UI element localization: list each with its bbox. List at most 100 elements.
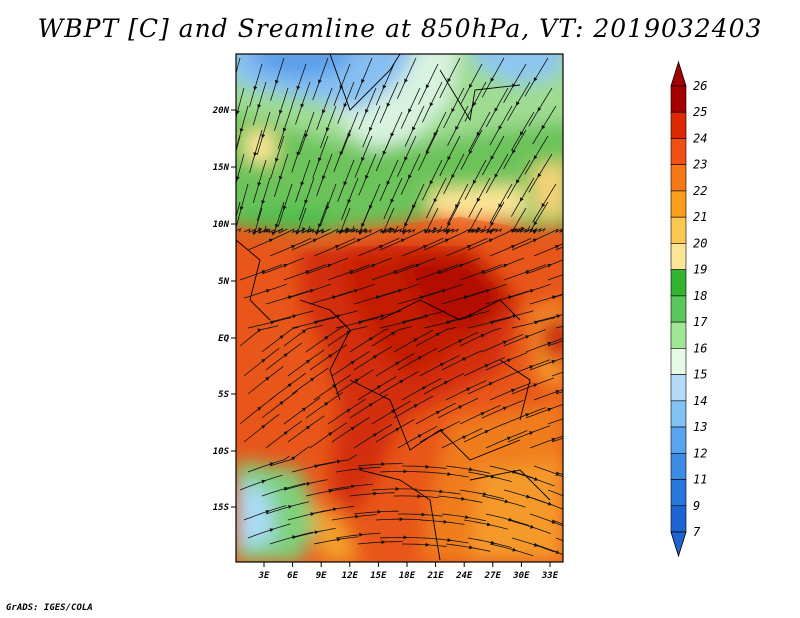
colorbar-swatch [670,400,687,428]
streamline [269,445,310,467]
streamline-arrow [365,175,369,180]
streamline-arrow [373,491,378,496]
streamline [265,342,302,371]
streamline [422,159,443,201]
streamline [270,57,285,101]
streamline-arrow [274,157,279,163]
streamline [333,63,351,106]
colorbar-label: 25 [693,105,707,119]
streamline-arrow [447,538,452,542]
streamline [460,129,483,170]
streamline-arrow [455,204,459,209]
streamline [287,349,325,377]
streamline [528,201,549,233]
streamline [511,377,555,395]
streamline [397,290,442,305]
colorbar-swatch [670,111,687,139]
streamline-arrow [472,179,477,185]
streamline-arrow [569,497,573,501]
streamline-arrow [403,469,408,474]
streamline [443,153,465,195]
streamline [463,519,508,530]
streamline [247,317,292,329]
streamline-arrow [400,238,406,243]
streamline-arrow [252,231,257,236]
streamline-arrow [343,181,348,186]
streamline [316,201,329,234]
streamline [331,417,370,443]
streamline-arrow [510,229,515,233]
streamline [467,231,510,251]
streamline [529,513,563,527]
streamline-arrow [318,79,322,84]
streamline [263,225,288,234]
streamline [265,290,310,305]
streamline [357,463,403,467]
streamline-arrow [533,383,538,388]
streamline [425,177,447,219]
streamline [415,264,459,281]
streamline [327,264,371,281]
streamline [295,81,311,125]
streamline-arrow [541,203,546,208]
streamline-arrow [355,514,360,519]
streamline-arrow [529,289,535,293]
streamline-arrow [265,510,270,514]
streamline [511,231,554,251]
streamline [371,264,415,281]
streamline [468,111,491,152]
streamline-arrow [404,156,408,162]
streamline [468,207,483,233]
streamline [464,81,487,122]
streamline [533,543,563,556]
streamline [510,177,535,217]
streamline-arrow [389,227,394,232]
streamline [481,334,524,353]
streamline [394,495,439,499]
streamline-arrow [309,377,315,382]
streamline [269,310,314,323]
streamline-arrow [304,133,309,139]
streamline [503,129,527,169]
streamline-arrow [530,524,535,529]
colorbar-swatch [670,190,687,218]
streamline-arrow [570,270,575,274]
streamline-arrow [421,512,426,517]
streamline-arrow [570,337,574,341]
streamline [401,310,446,323]
streamline [273,201,285,234]
streamline [252,159,267,204]
streamline-arrow [521,226,525,232]
streamline [375,418,415,443]
streamline [307,225,331,234]
streamline-arrow [369,205,373,210]
streamline [418,63,439,105]
streamline-arrow [393,270,398,274]
streamline [335,369,374,395]
streamline-arrow [519,197,524,202]
streamline-arrow [556,314,561,319]
streamline [291,317,336,329]
streamline [547,274,563,281]
streamline [316,153,333,197]
streamline [397,425,438,449]
streamline [379,81,399,124]
streamline [287,415,325,443]
streamline-arrow [300,181,305,187]
streamline-arrow [476,197,481,203]
streamline-arrow [261,270,266,274]
streamline-arrow [271,231,276,236]
streamline [438,225,459,233]
streamline [503,407,546,425]
streamline-arrow [433,198,438,203]
streamline [467,375,510,395]
streamline [547,418,563,425]
streamline [485,290,530,305]
streamline-arrow [274,79,279,85]
streamline [444,201,461,233]
streamline [532,105,557,145]
streamline-arrow [336,537,342,542]
streamline-arrow [467,245,472,249]
streamline [320,105,337,149]
streamline [503,264,547,281]
